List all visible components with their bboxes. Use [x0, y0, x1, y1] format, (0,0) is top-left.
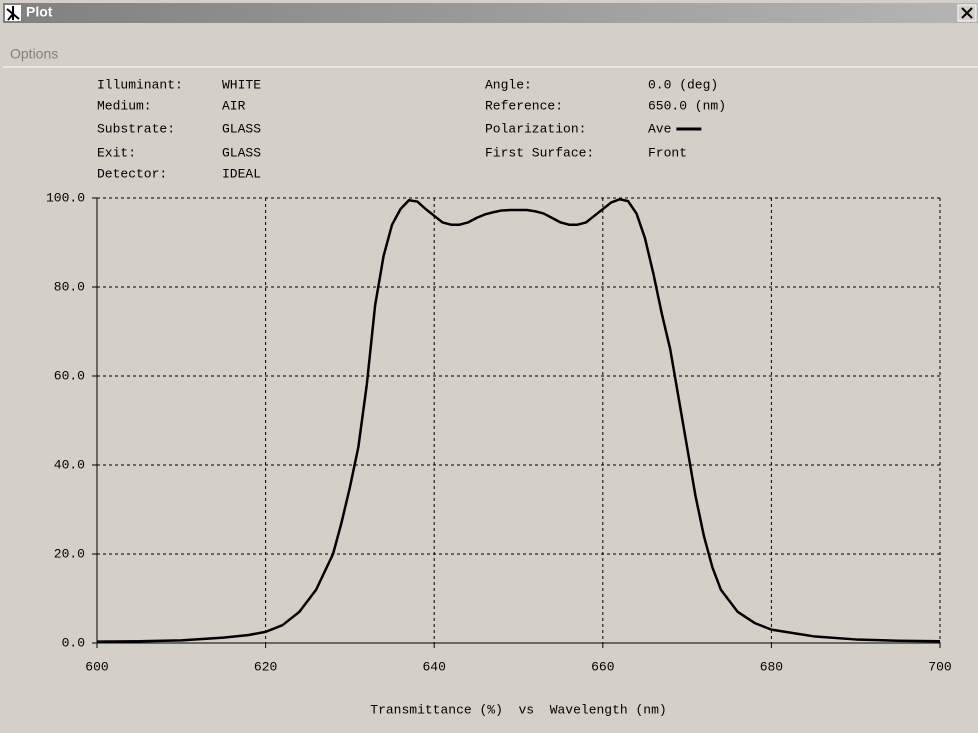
- x-tick-label: 700: [928, 659, 951, 674]
- menu-options[interactable]: Options: [10, 46, 58, 62]
- info-value: GLASS: [222, 145, 261, 160]
- y-tick-label: 80.0: [54, 279, 85, 294]
- x-tick-label: 660: [591, 659, 614, 674]
- info-value: Front: [648, 145, 687, 160]
- title-bar: [3, 3, 978, 23]
- close-icon[interactable]: [961, 7, 973, 19]
- y-tick-label: 100.0: [46, 190, 85, 205]
- info-label: Exit:: [97, 145, 136, 160]
- info-label: Illuminant:: [97, 77, 183, 92]
- info-label: Detector:: [97, 166, 167, 181]
- y-tick-label: 40.0: [54, 457, 85, 472]
- info-value: WHITE: [222, 77, 261, 92]
- info-value: GLASS: [222, 121, 261, 136]
- info-value: IDEAL: [222, 166, 261, 181]
- app-icon-glyph: [6, 6, 20, 21]
- info-label: Angle:: [485, 77, 532, 92]
- y-tick-label: 20.0: [54, 546, 85, 561]
- info-label: Polarization:: [485, 121, 586, 136]
- x-axis-label: Transmittance (%) vs Wavelength (nm): [370, 702, 666, 717]
- x-tick-label: 640: [422, 659, 445, 674]
- x-tick-label: 600: [85, 659, 108, 674]
- x-tick-label: 680: [760, 659, 783, 674]
- window-title: Plot: [26, 4, 53, 20]
- info-value: 0.0 (deg): [648, 77, 718, 92]
- transmittance-curve: [96, 198, 941, 643]
- info-label: Medium:: [97, 98, 152, 113]
- info-label: Reference:: [485, 98, 563, 113]
- info-value: 650.0 (nm): [648, 98, 726, 113]
- y-tick-label: 60.0: [54, 368, 85, 383]
- info-label: Substrate:: [97, 121, 175, 136]
- info-value: AIR: [222, 98, 246, 113]
- y-tick-label: 0.0: [62, 635, 85, 650]
- x-tick-label: 620: [254, 659, 277, 674]
- info-label: First Surface:: [485, 145, 594, 160]
- legend-label: Ave: [648, 121, 671, 136]
